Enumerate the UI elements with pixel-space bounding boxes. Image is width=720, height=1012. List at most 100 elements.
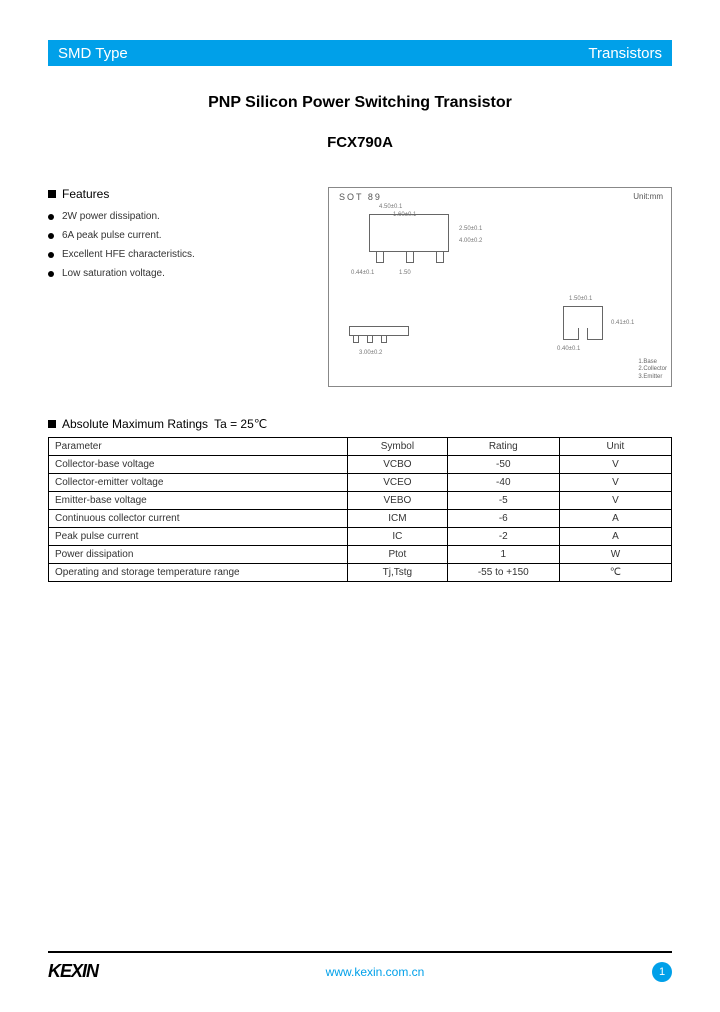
table-row: Collector-base voltageVCBO-50V	[49, 456, 672, 474]
cell: -50	[447, 456, 559, 474]
cell: -40	[447, 474, 559, 492]
cell: A	[559, 510, 671, 528]
package-side-view: 3.00±0.2	[349, 326, 429, 356]
cell: VEBO	[348, 492, 448, 510]
ratings-tbody: Collector-base voltageVCBO-50V Collector…	[49, 456, 672, 582]
side-lead	[367, 335, 373, 343]
dim-pin-width: 0.41±0.1	[611, 320, 634, 326]
cell: Operating and storage temperature range	[49, 564, 348, 582]
package-lead	[436, 251, 444, 263]
brand-logo: KEXIN	[48, 961, 98, 982]
feature-text: Low saturation voltage.	[62, 268, 165, 279]
feature-text: Excellent HFE characteristics.	[62, 249, 195, 260]
cell: -55 to +150	[447, 564, 559, 582]
cell: Continuous collector current	[49, 510, 348, 528]
cell: VCBO	[348, 456, 448, 474]
cell: Emitter-base voltage	[49, 492, 348, 510]
cell: V	[559, 456, 671, 474]
package-top-view: 4.50±0.1 1.60±0.1 2.50±0.1 4.00±0.2 0.44…	[359, 214, 479, 284]
pin-legend: 1.Base 2.Collector 3.Emitter	[638, 359, 667, 382]
dim-lead-pitch: 1.50	[399, 270, 411, 276]
cell: Collector-base voltage	[49, 456, 348, 474]
pin-legend-item: 2.Collector	[638, 366, 667, 374]
dim-body-width: 4.50±0.1	[379, 204, 402, 210]
col-rating: Rating	[447, 438, 559, 456]
cell: -5	[447, 492, 559, 510]
cell: A	[559, 528, 671, 546]
main-title: PNP Silicon Power Switching Transistor	[48, 94, 672, 112]
package-outline-diagram: SOT 89 Unit:mm 4.50±0.1 1.60±0.1 2.50±0.…	[328, 187, 672, 387]
side-lead	[353, 335, 359, 343]
dim-side-length: 3.00±0.2	[359, 350, 382, 356]
cell: Power dissipation	[49, 546, 348, 564]
table-header-row: Parameter Symbol Rating Unit	[49, 438, 672, 456]
pin-legend-item: 1.Base	[638, 359, 667, 367]
side-lead	[381, 335, 387, 343]
cell: ℃	[559, 564, 671, 582]
bullet-icon	[48, 214, 54, 220]
package-end-view: 1.50±0.1 0.41±0.1 0.40±0.1	[563, 306, 653, 366]
package-unit-label: Unit:mm	[633, 192, 663, 201]
feature-item: 6A peak pulse current.	[48, 230, 308, 241]
footer: KEXIN www.kexin.com.cn 1	[48, 951, 672, 982]
bullet-icon	[48, 252, 54, 258]
cell: V	[559, 492, 671, 510]
feature-item: Low saturation voltage.	[48, 268, 308, 279]
cell: VCEO	[348, 474, 448, 492]
package-type-label: SOT 89	[339, 192, 382, 202]
package-lead	[406, 251, 414, 263]
logo-text: KEXIN	[48, 961, 98, 981]
ratings-heading-text: Absolute Maximum Ratings	[62, 417, 208, 431]
ratings-heading: Absolute Maximum Ratings Ta = 25℃	[48, 417, 672, 431]
dim-pin-gap: 0.40±0.1	[557, 346, 580, 352]
header-type: Transistors	[588, 45, 662, 62]
cell: Tj,Tstg	[348, 564, 448, 582]
feature-item: Excellent HFE characteristics.	[48, 249, 308, 260]
header-category: SMD Type	[58, 45, 128, 62]
square-bullet-icon	[48, 190, 56, 198]
title-block: PNP Silicon Power Switching Transistor F…	[48, 94, 672, 151]
cell: W	[559, 546, 671, 564]
table-row: Continuous collector currentICM-6A	[49, 510, 672, 528]
bullet-icon	[48, 233, 54, 239]
cell: Collector-emitter voltage	[49, 474, 348, 492]
dim-total-height: 4.00±0.2	[459, 238, 482, 244]
header-bar: SMD Type Transistors	[48, 40, 672, 66]
pin-notch	[578, 328, 588, 340]
square-bullet-icon	[48, 420, 56, 428]
footer-url: www.kexin.com.cn	[326, 965, 425, 979]
ratings-condition: Ta = 25℃	[214, 417, 267, 431]
feature-text: 2W power dissipation.	[62, 211, 160, 222]
table-row: Operating and storage temperature rangeT…	[49, 564, 672, 582]
cell: -6	[447, 510, 559, 528]
part-number: FCX790A	[48, 134, 672, 151]
features-heading: Features	[48, 187, 308, 201]
cell: Peak pulse current	[49, 528, 348, 546]
table-row: Power dissipationPtot1W	[49, 546, 672, 564]
page-number-badge: 1	[652, 962, 672, 982]
cell: 1	[447, 546, 559, 564]
dim-lead-width: 0.44±0.1	[351, 270, 374, 276]
ratings-table: Parameter Symbol Rating Unit Collector-b…	[48, 437, 672, 582]
feature-item: 2W power dissipation.	[48, 211, 308, 222]
table-row: Emitter-base voltageVEBO-5V	[49, 492, 672, 510]
cell: IC	[348, 528, 448, 546]
col-unit: Unit	[559, 438, 671, 456]
table-row: Peak pulse currentIC-2A	[49, 528, 672, 546]
footer-rule	[48, 951, 672, 953]
dim-thickness: 1.50±0.1	[569, 296, 592, 302]
bullet-icon	[48, 271, 54, 277]
dim-body-height: 2.50±0.1	[459, 226, 482, 232]
feature-list: 2W power dissipation. 6A peak pulse curr…	[48, 211, 308, 279]
cell: Ptot	[348, 546, 448, 564]
cell: V	[559, 474, 671, 492]
table-row: Collector-emitter voltageVCEO-40V	[49, 474, 672, 492]
features-and-package-row: Features 2W power dissipation. 6A peak p…	[48, 187, 672, 387]
features-heading-text: Features	[62, 187, 109, 201]
cell: ICM	[348, 510, 448, 528]
feature-text: 6A peak pulse current.	[62, 230, 162, 241]
pin-shape	[563, 306, 603, 340]
col-parameter: Parameter	[49, 438, 348, 456]
col-symbol: Symbol	[348, 438, 448, 456]
cell: -2	[447, 528, 559, 546]
